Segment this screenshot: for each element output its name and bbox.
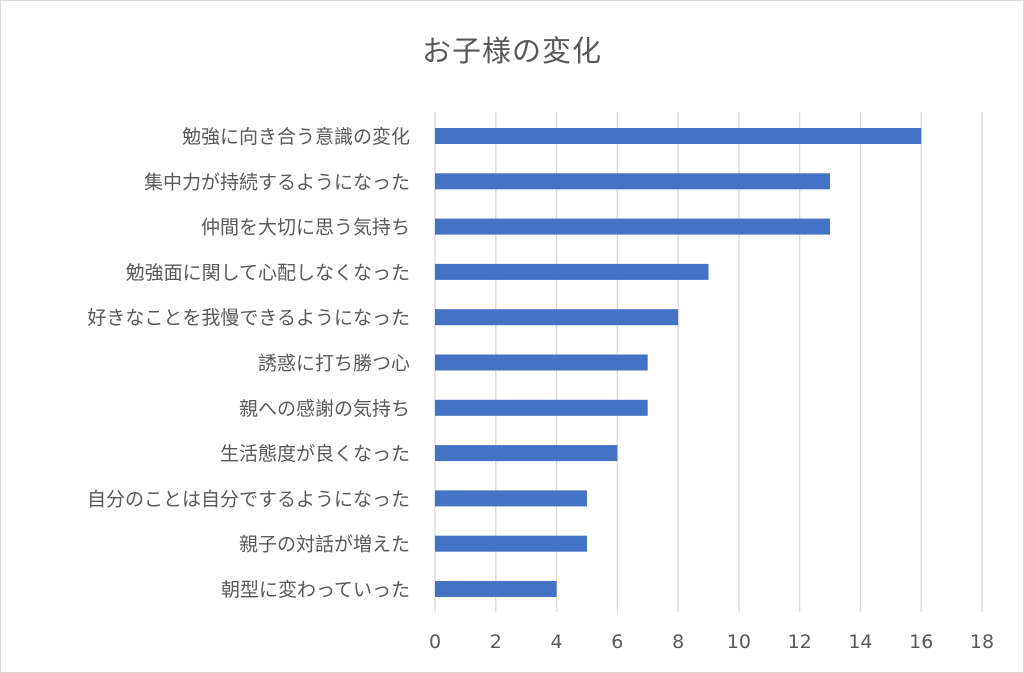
x-tick-label: 8: [672, 631, 684, 653]
bar: [435, 309, 679, 326]
x-tick-label: 14: [848, 631, 872, 653]
bar: [435, 263, 709, 280]
bar: [435, 535, 587, 552]
category-label: 朝型に変わっていった: [221, 579, 410, 601]
x-axis-tick-labels: 0 2 4 6 8 10 12 14 16 18: [429, 631, 994, 653]
x-tick-label: 12: [788, 631, 812, 653]
bar: [435, 490, 587, 507]
category-labels: 勉強に向き合う意識の変化集中力が持続するようになった仲間を大切に思う気持ち勉強面…: [87, 126, 410, 601]
x-tick-label: 4: [551, 631, 563, 653]
category-label: 自分のことは自分でするようになった: [87, 488, 410, 510]
bar: [435, 218, 831, 235]
chart-title: お子様の変化: [421, 34, 602, 68]
x-tick-label: 18: [970, 631, 994, 653]
bar: [435, 581, 557, 597]
category-label: 親子の対話が増えた: [239, 534, 410, 556]
x-tick-label: 0: [429, 631, 441, 653]
bars: [435, 128, 922, 597]
category-label: 仲間を大切に思う気持ち: [201, 217, 410, 239]
bar: [435, 128, 922, 144]
bar: [435, 354, 648, 371]
category-label: 勉強に向き合う意識の変化: [182, 126, 410, 148]
bar: [435, 399, 648, 416]
x-tick-label: 6: [611, 631, 623, 653]
x-tick-label: 10: [727, 631, 751, 653]
category-label: 誘惑に打ち勝つ心: [258, 353, 410, 375]
bar: [435, 445, 618, 462]
x-tick-label: 16: [909, 631, 933, 653]
x-tick-label: 2: [490, 631, 502, 653]
category-label: 親への感謝の気持ち: [239, 398, 410, 420]
category-label: 好きなことを我慢できるようになった: [87, 307, 410, 329]
category-label: 勉強面に関して心配しなくなった: [126, 262, 410, 284]
category-label: 生活態度が良くなった: [220, 443, 410, 465]
bar: [435, 173, 831, 190]
category-label: 集中力が持続するようになった: [144, 171, 410, 193]
